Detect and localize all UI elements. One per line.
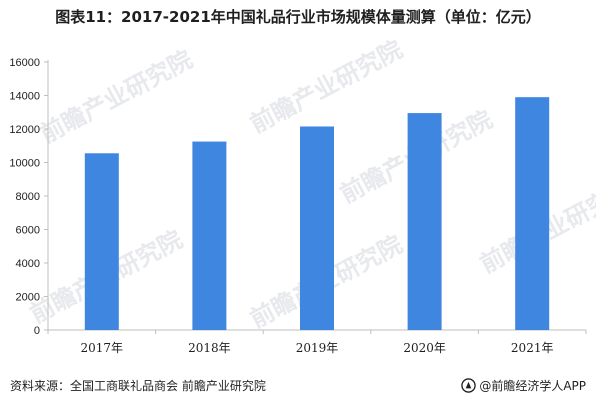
x-tick-label: 2020年 [403, 341, 446, 355]
y-tick-label: 14000 [9, 91, 40, 103]
y-tick-label: 6000 [16, 225, 40, 237]
y-tick-label: 4000 [16, 258, 40, 270]
x-tick-label: 2017年 [81, 341, 124, 355]
y-tick-label: 10000 [9, 158, 40, 170]
y-tick-label: 0 [34, 325, 40, 337]
bar [407, 113, 442, 331]
y-axis: 0 2000 4000 6000 8000 10000 12000 14000 16000 [9, 57, 49, 337]
y-tick-label: 8000 [16, 191, 40, 203]
chart-title: 图表11：2017-2021年中国礼品行业市场规模体量测算（单位：亿元） [55, 8, 541, 26]
y-tick-label: 12000 [9, 124, 40, 136]
bar [192, 141, 227, 330]
chart-svg: 前瞻产业研究院前瞻产业研究院前瞻产业研究院前瞻产业研究院前瞻产业研究院前瞻产业研… [9, 35, 596, 355]
y-tick-label: 2000 [16, 292, 40, 304]
watermark-text: 前瞻产业研究院 [246, 35, 407, 139]
brand-credit: @前瞻经济学人APP [461, 377, 586, 394]
bar [515, 97, 550, 330]
footer: 资料来源：全国工商联礼品商会 前瞻产业研究院 @前瞻经济学人APP [0, 368, 596, 402]
brand-logo-icon [461, 377, 477, 393]
x-axis: 2017年 2018年 2019年 2020年 2021年 [47, 329, 587, 355]
bar [84, 153, 119, 330]
bar-chart: 前瞻产业研究院前瞻产业研究院前瞻产业研究院前瞻产业研究院前瞻产业研究院前瞻产业研… [0, 34, 596, 366]
y-tick-label: 16000 [9, 57, 40, 69]
source-note: 资料来源：全国工商联礼品商会 前瞻产业研究院 [10, 378, 266, 393]
bar [300, 126, 334, 330]
x-tick-label: 2021年 [511, 341, 554, 355]
watermark-text: 前瞻产业研究院 [36, 45, 197, 149]
brand-label: @前瞻经济学人APP [479, 378, 586, 393]
bars [84, 97, 550, 331]
x-tick-label: 2018年 [188, 341, 231, 355]
x-tick-label: 2019年 [296, 341, 339, 355]
